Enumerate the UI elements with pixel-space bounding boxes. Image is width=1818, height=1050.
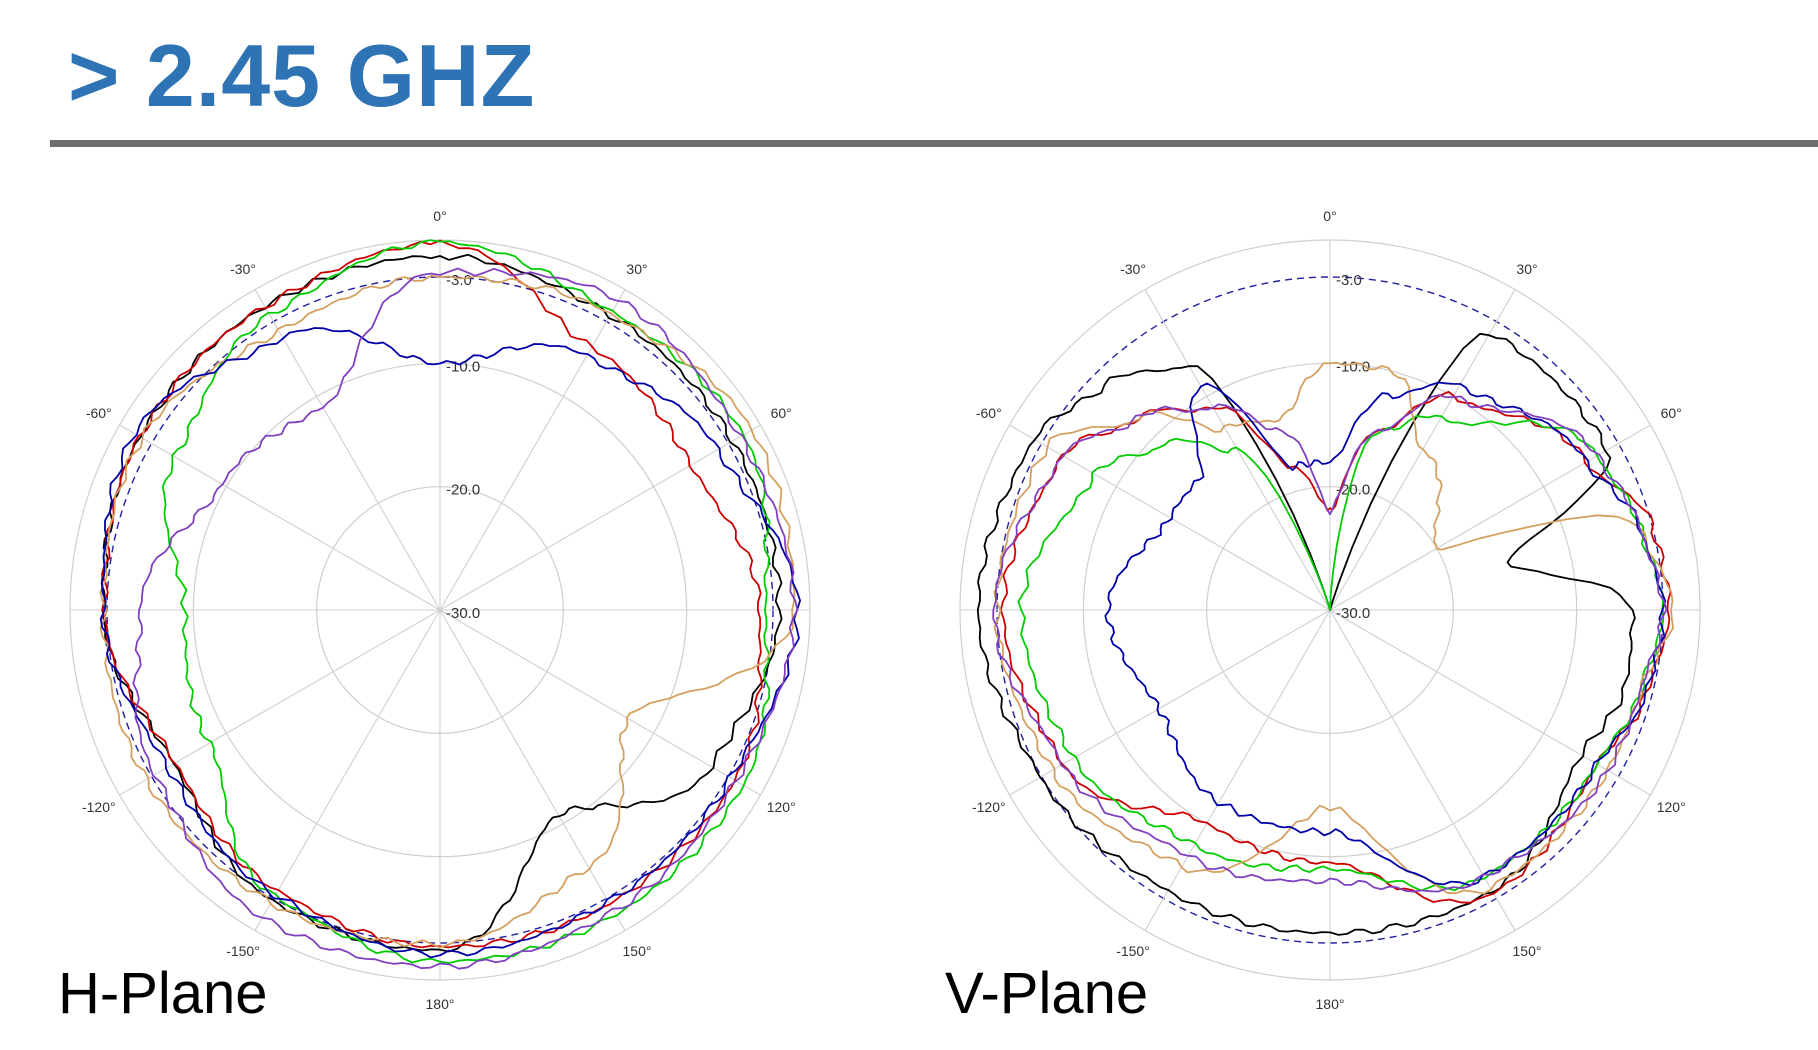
h-plane-angle-tick-label: -150° [226,943,260,959]
v-plane-series-2-curve [999,390,1672,904]
h-plane-series-4-curve [99,274,796,949]
h-plane-angle-tick-label: 0° [433,210,446,224]
h-plane-radial-tick-label: -30.0 [446,605,480,622]
v-plane-grid-spoke [1144,289,1331,611]
h-plane-angle-tick-label: 30° [626,261,647,277]
h-plane-radial-tick-label: -10.0 [446,358,480,375]
h-plane-grid-spoke [119,609,441,796]
h-plane-series-2-curve [101,239,763,949]
h-plane-radial-tick-label: -20.0 [446,482,480,499]
h-plane-angle-tick-label: -30° [230,261,256,277]
v-plane-grid-spoke [1329,609,1516,931]
v-plane-angle-tick-label: -120° [972,799,1006,815]
v-plane-angle-tick-label: 180° [1316,996,1345,1010]
v-plane-series-5-curve [1104,381,1667,887]
h-plane-polar-plot: -3.0-10.0-20.0-30.00°30°60°90°120°150°18… [69,210,811,1010]
h-plane-grid [69,239,811,981]
v-plane-radial-tick-label: -10.0 [1336,358,1370,375]
v-plane-grid-spoke [1329,424,1651,611]
v-plane-angle-tick-label: 0° [1323,210,1336,224]
h-plane-series-6-curve [132,267,799,970]
v-plane-angle-tick-label: -60° [976,405,1002,421]
v-plane-grid-spoke [1144,609,1331,931]
v-plane-angle-tick-label: -150° [1116,943,1150,959]
v-plane-angle-tick-label: -30° [1120,261,1146,277]
h-plane-grid-spoke [254,609,441,931]
v-plane-grid-spoke [1329,609,1651,796]
h-plane-angle-tick-label: -60° [86,405,112,421]
v-plane-angle-tick-label: 150° [1513,943,1542,959]
v-plane-angle-tick-label: 120° [1657,799,1686,815]
h-plane-series-1-curve [100,253,783,953]
v-plane-angle-tick-label: 30° [1516,261,1537,277]
h-plane-grid-spoke [119,424,441,611]
h-plane-angle-tick-label: 180° [426,996,455,1010]
h-plane-angle-tick-label: -120° [82,799,116,815]
v-plane-series-6-curve [992,394,1668,893]
h-plane-series-3-curve [161,239,771,964]
v-plane-series-4-curve [993,361,1674,895]
h-plane-series-5-curve [99,327,801,959]
v-plane-grid-spoke [1009,424,1331,611]
title-divider [50,140,1818,147]
h-plane-radial-tick-label: -3.0 [446,272,472,289]
v-plane-label: V-Plane [945,961,1149,1026]
h-plane-grid-spoke [439,609,761,796]
v-plane-angle-tick-label: 60° [1661,405,1682,421]
v-plane-polar-plot: -3.0-10.0-20.0-30.00°30°60°90°120°150°18… [959,210,1701,1010]
v-plane-radial-tick-label: -20.0 [1336,482,1370,499]
h-plane-label: H-Plane [58,961,268,1026]
h-plane-grid-spoke [439,289,626,611]
h-plane-grid-spoke [254,289,441,611]
h-plane-angle-tick-label: 150° [623,943,652,959]
v-plane-radial-tick-label: -3.0 [1336,272,1362,289]
v-plane-radial-tick-label: -30.0 [1336,605,1370,622]
slide-title: > 2.45 GHZ [68,26,536,125]
h-plane-angle-tick-label: 60° [771,405,792,421]
h-plane-grid-spoke [439,609,626,931]
h-plane-grid-spoke [439,424,761,611]
h-plane-angle-tick-label: 120° [767,799,796,815]
v-plane-grid-spoke [1009,609,1331,796]
